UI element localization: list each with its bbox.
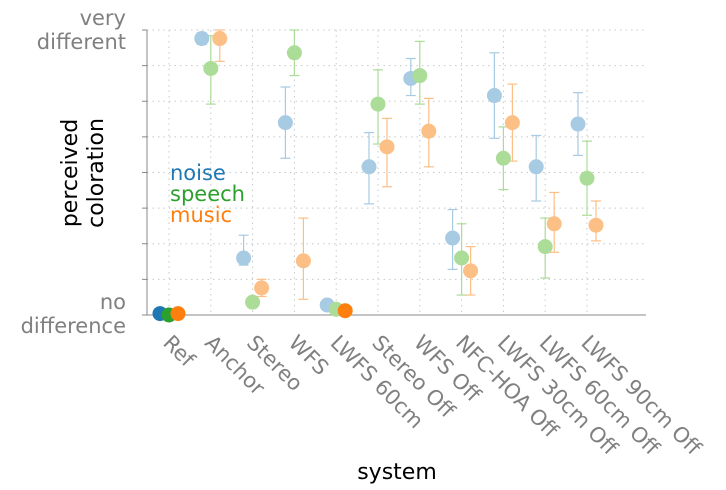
point-speech: [370, 96, 386, 112]
point-music: [588, 217, 604, 233]
point-speech: [579, 170, 595, 186]
point-music: [379, 139, 395, 155]
axes: [146, 30, 646, 316]
point-speech: [537, 239, 553, 255]
y-tick-label: difference: [21, 314, 126, 338]
point-music: [421, 123, 437, 139]
point-noise: [570, 116, 586, 132]
legend-entry-noise: noise: [170, 161, 226, 185]
point-music: [212, 31, 228, 47]
y-tick-label: very: [80, 6, 126, 30]
point-music: [254, 280, 270, 296]
point-music: [504, 115, 520, 131]
y-tick-label: different: [37, 30, 126, 54]
point-speech: [245, 294, 261, 310]
point-noise: [528, 159, 544, 175]
grid: [142, 29, 646, 316]
point-noise: [486, 88, 502, 104]
point-music: [463, 263, 479, 279]
point-noise: [236, 250, 252, 266]
point-speech: [454, 250, 470, 266]
y-axis-label-line-1: perceived: [58, 119, 83, 227]
markers: [152, 31, 604, 323]
point-noise: [194, 31, 210, 47]
point-speech: [203, 60, 219, 76]
x-axis-label: system: [357, 460, 437, 485]
legend-entry-speech: speech: [170, 182, 245, 206]
point-speech: [286, 45, 302, 61]
point-noise: [361, 159, 377, 175]
point-speech: [495, 150, 511, 166]
y-tick-label: no: [100, 290, 126, 314]
legend-entry-music: music: [170, 203, 232, 227]
point-music: [170, 306, 186, 322]
point-speech: [412, 68, 428, 84]
point-music: [295, 253, 311, 269]
point-noise: [445, 230, 461, 246]
point-noise: [277, 115, 293, 131]
point-music: [337, 303, 353, 319]
y-axis-label-line-2: coloration: [84, 118, 109, 228]
point-music: [546, 216, 562, 232]
x-tick-label: Ref: [158, 331, 199, 372]
